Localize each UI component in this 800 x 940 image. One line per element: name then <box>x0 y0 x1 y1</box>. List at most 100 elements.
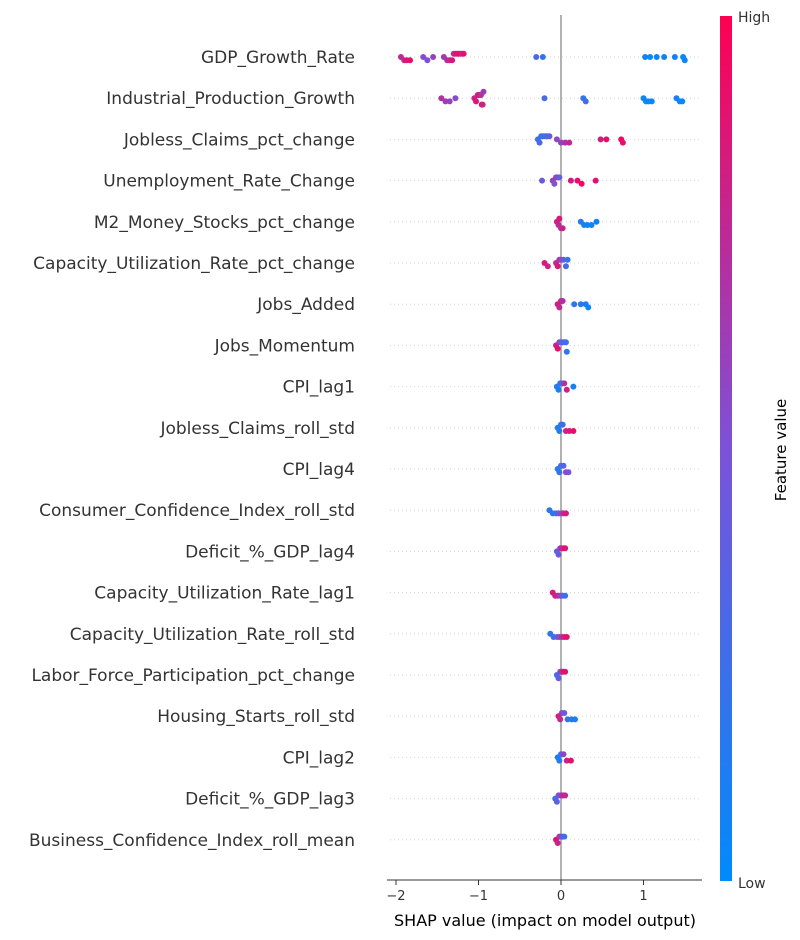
shap-point <box>541 95 548 102</box>
feature-label: Business_Confidence_Index_roll_mean <box>29 831 355 851</box>
x-tick-label: 1 <box>639 889 647 904</box>
feature-label: M2_Money_Stocks_pct_change <box>94 213 355 233</box>
shap-point <box>556 215 563 222</box>
shap-point <box>561 380 568 387</box>
shap-point <box>574 177 581 184</box>
x-ticks: −2 −1 0 1 <box>386 880 648 904</box>
shap-point <box>562 263 569 270</box>
shap-point <box>556 757 563 764</box>
shap-point <box>567 177 574 184</box>
shap-point <box>578 180 585 187</box>
shap-point <box>555 551 562 558</box>
feature-label: Housing_Starts_roll_std <box>157 707 355 727</box>
shap-point <box>442 98 449 105</box>
shap-point <box>556 304 563 311</box>
shap-point <box>539 177 546 184</box>
shap-point <box>565 469 572 476</box>
shap-point <box>560 751 567 758</box>
shap-point <box>430 54 437 60</box>
shap-point <box>584 222 591 228</box>
shap-point <box>570 383 577 390</box>
shap-point <box>561 833 568 840</box>
feature-label: Deficit_%_GDP_lag4 <box>185 542 355 562</box>
colorbar-high-label: High <box>738 10 770 26</box>
shap-point <box>546 133 553 140</box>
shap-points <box>397 50 688 846</box>
shap-point <box>554 345 561 352</box>
x-axis: −2 −1 0 1 SHAP value (impact on model outpu… <box>386 879 702 930</box>
shap-point <box>544 263 551 270</box>
shap-point <box>473 98 480 105</box>
shap-point <box>438 95 445 102</box>
shap-point <box>562 792 569 799</box>
colorbar-title: Feature value <box>772 399 790 501</box>
shap-point <box>449 57 456 64</box>
feature-label: GDP_Growth_Rate <box>201 48 355 68</box>
shap-point <box>564 716 571 723</box>
shap-point <box>593 218 600 225</box>
shap-point <box>582 98 589 105</box>
shap-point <box>648 98 655 105</box>
shap-point <box>571 301 578 308</box>
shap-point <box>561 710 568 716</box>
feature-rows <box>390 56 700 841</box>
feature-label: Jobs_Added <box>256 295 355 315</box>
shap-point <box>567 757 574 764</box>
shap-point <box>562 339 569 346</box>
shap-point <box>446 98 453 105</box>
shap-point <box>536 139 543 146</box>
shap-point <box>562 545 569 552</box>
x-tick-label: −1 <box>469 889 488 904</box>
feature-label: Jobless_Claims_pct_change <box>123 130 355 150</box>
x-tick-label: 0 <box>557 889 565 904</box>
colorbar-gradient <box>720 16 732 881</box>
feature-label: Consumer_Confidence_Index_roll_std <box>39 501 355 521</box>
shap-point <box>479 101 486 108</box>
shap-point <box>585 304 592 311</box>
feature-label: Capacity_Utilization_Rate_lag1 <box>94 584 355 604</box>
feature-label: Deficit_%_GDP_lag3 <box>185 790 355 810</box>
shap-point <box>560 462 567 469</box>
shap-point <box>563 348 570 355</box>
x-axis-title: SHAP value (impact on model output) <box>394 911 696 930</box>
x-tick-label: −2 <box>386 889 405 904</box>
shap-point <box>452 95 459 102</box>
shap-point <box>566 428 573 434</box>
shap-point <box>619 139 626 146</box>
shap-point <box>562 668 569 675</box>
shap-point <box>577 301 584 308</box>
shap-point <box>603 136 610 143</box>
shap-point <box>553 136 560 143</box>
shap-point <box>653 54 660 60</box>
shap-point <box>539 54 546 60</box>
shap-point <box>551 180 558 187</box>
feature-label: Jobless_Claims_roll_std <box>159 419 355 439</box>
feature-label: Industrial_Production_Growth <box>106 89 355 109</box>
shap-point <box>597 136 604 143</box>
shap-point <box>679 98 686 105</box>
shap-point <box>671 54 678 60</box>
shap-point <box>533 54 540 60</box>
colorbar: High Low Feature value <box>720 10 790 892</box>
feature-label: Labor_Force_Participation_pct_change <box>31 666 355 686</box>
shap-point <box>588 222 595 228</box>
shap-point <box>554 840 561 846</box>
shap-point <box>420 54 427 60</box>
shap-point <box>560 256 567 263</box>
shap-point <box>647 54 654 60</box>
shap-point <box>557 716 564 723</box>
shap-point <box>559 298 566 304</box>
shap-point <box>553 798 560 805</box>
feature-label: Jobs_Momentum <box>214 336 355 356</box>
shap-point <box>424 57 431 64</box>
feature-label: Unemployment_Rate_Change <box>103 172 355 192</box>
shap-point <box>558 139 564 146</box>
shap-point <box>559 225 566 232</box>
shap-point <box>556 469 563 476</box>
shap-point <box>566 139 573 146</box>
shap-point <box>554 263 561 270</box>
feature-label: Capacity_Utilization_Rate_roll_std <box>70 625 355 645</box>
shap-point <box>681 57 688 64</box>
colorbar-low-label: Low <box>738 876 766 892</box>
feature-label: Capacity_Utilization_Rate_pct_change <box>33 254 355 274</box>
